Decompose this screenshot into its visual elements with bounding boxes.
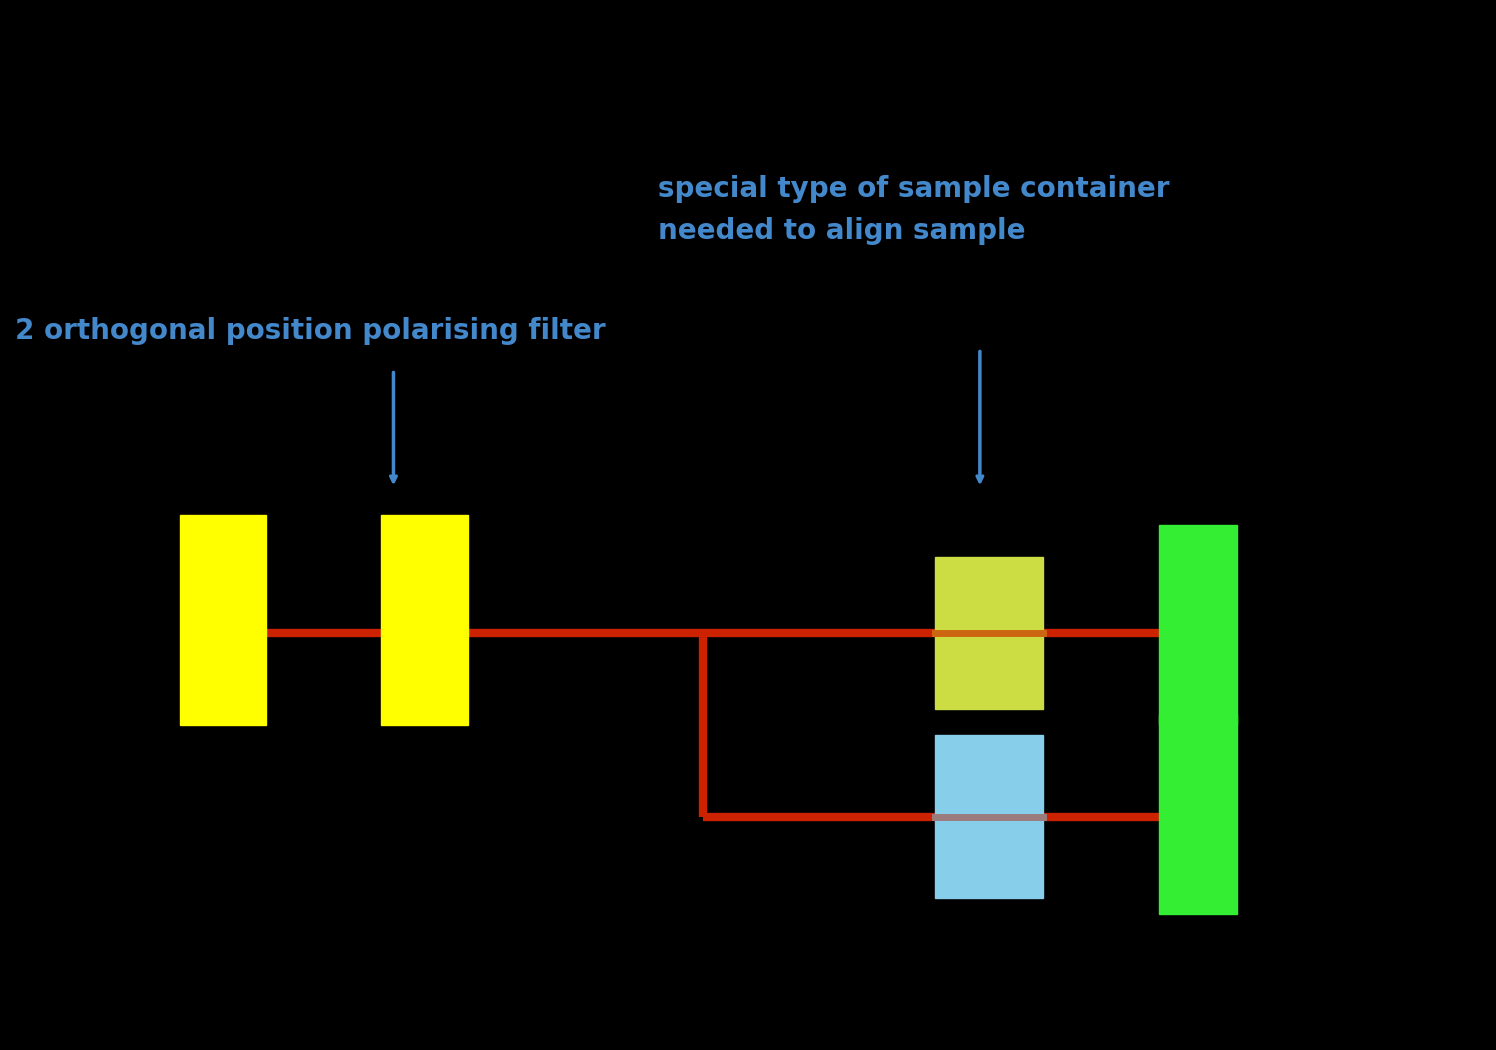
Bar — [935, 556, 1043, 709]
Bar — [1159, 714, 1237, 914]
Bar — [180, 514, 266, 724]
Bar — [935, 735, 1043, 898]
Text: 2 orthogonal position polarising filter: 2 orthogonal position polarising filter — [15, 317, 606, 344]
Bar — [381, 514, 468, 724]
Text: special type of sample container
needed to align sample: special type of sample container needed … — [658, 175, 1170, 245]
Bar — [1159, 525, 1237, 724]
